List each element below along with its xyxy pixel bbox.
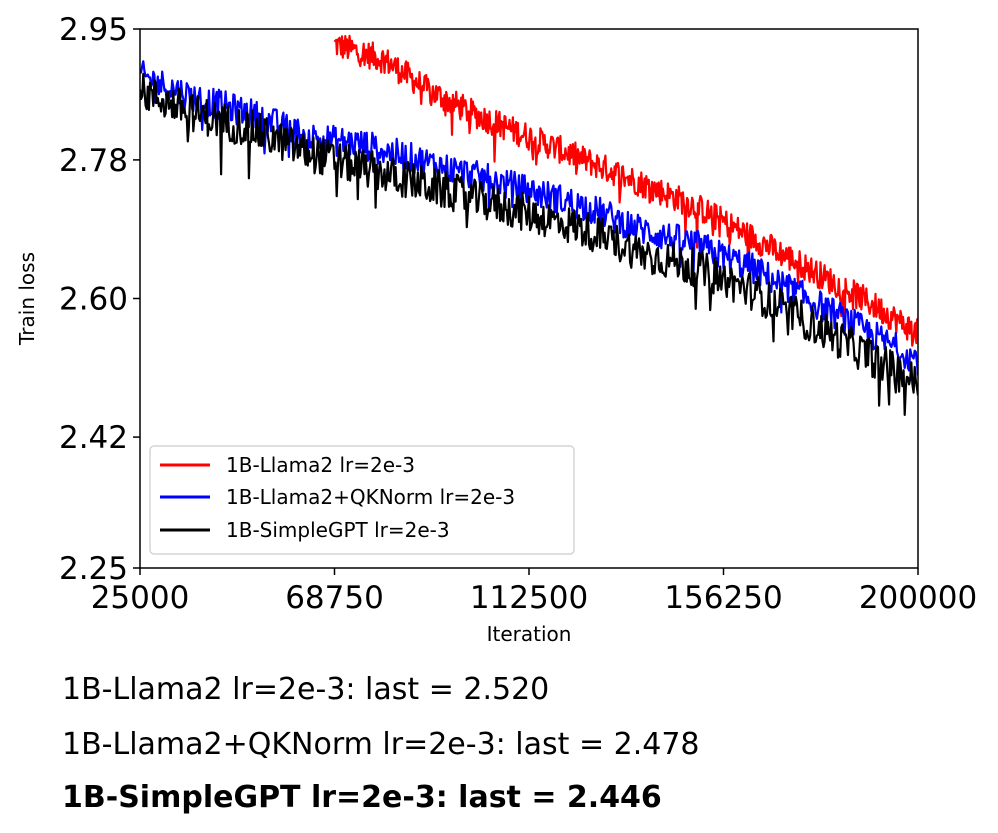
- y-tick-label: 2.78: [59, 143, 128, 179]
- y-tick-label: 2.42: [59, 420, 128, 456]
- legend-box: [149, 445, 575, 555]
- ticks-layer: 25000 68750 112500 156250 200000 2.25 2.42 2.60…: [59, 12, 977, 616]
- y-tick-label: 2.25: [59, 551, 128, 587]
- series-line-simplegpt: [140, 72, 918, 416]
- x-tick-label: 200000: [859, 580, 977, 616]
- train-loss-chart: 25000 68750 112500 156250 200000 2.25 2.42 2.60…: [15, 12, 977, 646]
- summary-llama2-qknorm: 1B-Llama2+QKNorm lr=2e-3: last = 2.478: [62, 727, 700, 762]
- x-tick-label: 25000: [91, 580, 190, 616]
- x-axis-label: Iteration: [487, 622, 572, 646]
- legend-label-llama2-qknorm: 1B-Llama2+QKNorm lr=2e-3: [226, 485, 515, 509]
- x-tick-label: 112500: [470, 580, 588, 616]
- summary-simplegpt: 1B-SimpleGPT lr=2e-3: last = 2.446: [62, 780, 662, 815]
- x-tick-label: 156250: [664, 580, 782, 616]
- x-tick-label: 68750: [285, 580, 384, 616]
- series-line-llama2: [333, 34, 918, 347]
- legend-label-llama2: 1B-Llama2 lr=2e-3: [226, 453, 415, 477]
- legend-label-simplegpt: 1B-SimpleGPT lr=2e-3: [226, 518, 450, 542]
- summary-llama2: 1B-Llama2 lr=2e-3: last = 2.520: [62, 672, 550, 707]
- y-tick-label: 2.60: [59, 282, 128, 318]
- legend: 1B-Llama2 lr=2e-3 1B-Llama2+QKNorm lr=2e…: [149, 445, 575, 555]
- series-layer: [140, 34, 918, 416]
- y-tick-label: 2.95: [59, 12, 128, 48]
- y-axis-label: Train loss: [15, 252, 39, 346]
